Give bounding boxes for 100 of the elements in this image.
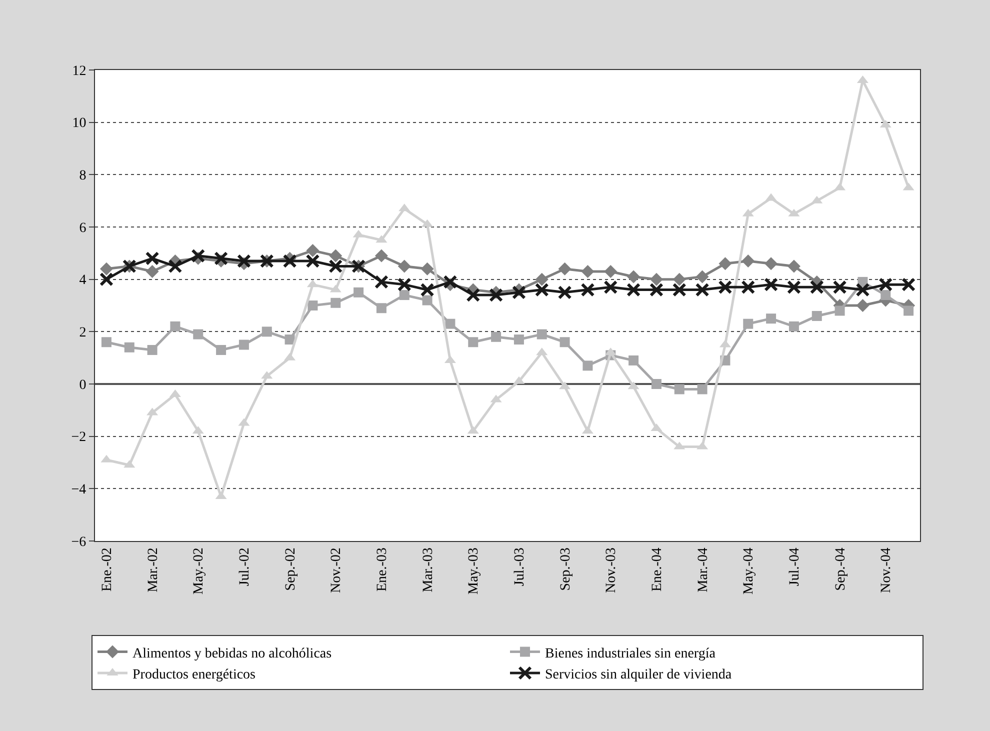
x-tick-label: Ene.-02 (100, 548, 116, 592)
point (695, 282, 710, 297)
point (328, 259, 343, 274)
point (604, 280, 618, 294)
point (262, 326, 272, 337)
point (147, 344, 158, 355)
x-tick-label: Mar.-03 (420, 548, 436, 592)
point (101, 337, 112, 348)
y-tick-label: 6 (79, 220, 86, 236)
point (397, 278, 412, 292)
point (398, 260, 411, 273)
point (374, 274, 388, 289)
point (170, 321, 180, 332)
point (628, 355, 639, 366)
point (743, 318, 754, 329)
point (512, 285, 526, 300)
point (306, 254, 320, 268)
point (742, 254, 755, 268)
x-tick-label: Nov.-03 (604, 548, 620, 593)
x-tick-label: May.-03 (466, 548, 482, 595)
point (306, 244, 320, 258)
point (741, 280, 756, 294)
point (399, 290, 410, 300)
x-tick-label: Nov.-04 (879, 548, 894, 593)
point (236, 254, 251, 268)
point (330, 298, 341, 308)
point (718, 257, 732, 270)
legend-label: Bienes industriales sin energía (545, 646, 716, 662)
point (536, 329, 547, 340)
point (168, 259, 182, 274)
x-tick-label: Mar.-02 (146, 548, 161, 592)
point (558, 262, 572, 276)
point (534, 282, 549, 297)
x-tick-label: Jul.-04 (788, 548, 803, 586)
legend-label: Productos energéticos (132, 667, 256, 682)
point (626, 282, 641, 297)
point (308, 300, 318, 310)
point (145, 251, 160, 266)
point (535, 272, 548, 286)
y-tick-label: 0 (79, 378, 86, 393)
y-tick-label: 8 (79, 168, 86, 184)
point (764, 278, 778, 292)
point (191, 248, 206, 263)
point (764, 257, 778, 270)
point (880, 290, 891, 300)
point (193, 329, 204, 340)
point (834, 306, 845, 316)
point (146, 264, 159, 278)
x-tick-label: Jul.-02 (238, 548, 253, 586)
point (282, 254, 297, 268)
point (216, 344, 226, 355)
point (787, 260, 800, 273)
point (672, 272, 686, 286)
point (832, 280, 847, 294)
x-tick-label: May.-02 (192, 548, 207, 595)
point (214, 251, 228, 266)
point (856, 299, 870, 312)
point (718, 280, 732, 294)
y-tick-label: −2 (71, 430, 86, 446)
y-tick-label: −6 (71, 534, 86, 550)
point (420, 262, 434, 276)
point (696, 270, 709, 284)
point (902, 278, 916, 292)
point (422, 295, 432, 306)
point (878, 278, 893, 292)
point (580, 282, 595, 297)
point (649, 282, 664, 297)
point (374, 249, 388, 262)
point (99, 272, 114, 286)
point (788, 321, 799, 332)
point (443, 274, 458, 289)
x-tick-label: Ene.-04 (650, 548, 666, 592)
point (558, 285, 572, 300)
point (604, 264, 618, 278)
point (466, 288, 480, 302)
y-tick-label: 10 (72, 116, 86, 132)
point (100, 262, 113, 276)
point (284, 334, 295, 345)
x-tick-label: May.-04 (742, 548, 757, 595)
point (627, 270, 640, 284)
point (674, 384, 684, 394)
legend-label: Servicios sin alquiler de vivienda (545, 667, 732, 682)
point (812, 310, 822, 321)
x-tick-label: Ene.-03 (375, 548, 390, 592)
x-tick-label: Mar.-04 (696, 548, 711, 592)
y-tick-label: 4 (79, 273, 86, 288)
point (810, 280, 824, 294)
point (445, 318, 456, 329)
point (766, 314, 776, 324)
y-tick-label: 2 (79, 326, 86, 341)
point (468, 337, 478, 348)
point (376, 303, 386, 314)
point (582, 360, 593, 371)
x-tick-label: Jul.-03 (512, 548, 528, 586)
y-tick-label: 12 (72, 64, 86, 79)
point (238, 340, 249, 350)
x-tick-label: Sep.-02 (283, 548, 298, 591)
point (560, 337, 570, 348)
point (420, 282, 434, 297)
point (672, 282, 686, 297)
